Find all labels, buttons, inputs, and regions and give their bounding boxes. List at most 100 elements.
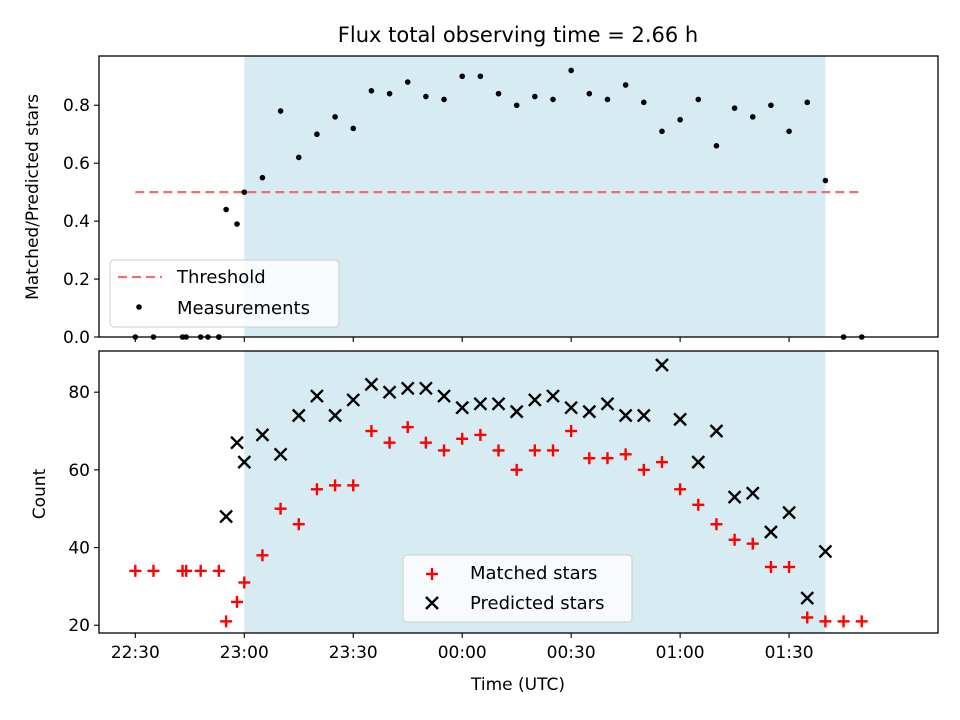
- matched-star-point: [855, 615, 868, 628]
- predicted-star-point: [800, 591, 815, 605]
- measurement-point: [441, 96, 447, 103]
- predicted-star-stroke-b: [219, 509, 233, 524]
- matched-star-point: [180, 564, 193, 577]
- matched-star-point: [692, 498, 705, 511]
- y-tick-label: 0.8: [63, 96, 90, 116]
- matched-star-point: [401, 421, 414, 434]
- legend-measurements-swatch: [136, 304, 142, 310]
- bottom-legend-box: [402, 554, 633, 623]
- x-tick-label: 00:00: [438, 643, 487, 663]
- top-marks: [132, 67, 865, 340]
- matched-star-point: [238, 576, 251, 589]
- predicted-star-stroke-b: [636, 408, 651, 423]
- bottom-axes-frame: [98, 350, 939, 634]
- predicted-star-stroke-b: [745, 486, 760, 501]
- predicted-star-point: [364, 377, 379, 392]
- x-tick-label: 23:30: [329, 643, 378, 663]
- predicted-star-point: [600, 396, 615, 411]
- shaded-span-rect: [244, 56, 826, 337]
- bottom-x-axis-label: Time (UTC): [470, 675, 565, 695]
- predicted-star-stroke-b: [473, 396, 488, 411]
- predicted-star-stroke-b: [382, 385, 397, 400]
- predicted-star-stroke-b: [255, 428, 270, 442]
- matched-star-point: [601, 452, 614, 465]
- predicted-star-stroke-b: [491, 396, 506, 411]
- legend-matched-swatch: [426, 568, 438, 580]
- legend-threshold-label: Threshold: [176, 267, 266, 288]
- matched-star-point: [274, 502, 287, 515]
- predicted-star-point: [419, 381, 433, 396]
- measurement-point: [277, 108, 284, 114]
- measurement-point: [532, 93, 538, 100]
- measurement-point: [495, 90, 502, 97]
- matched-star-point: [837, 615, 850, 628]
- measurement-point: [822, 177, 829, 184]
- legend-matched-label: Matched stars: [470, 563, 597, 584]
- predicted-star-point: [400, 381, 415, 396]
- legend-predicted-swatch: [425, 596, 439, 610]
- predicted-star-point: [455, 400, 470, 415]
- predicted-star-point: [709, 424, 724, 438]
- predicted-star-point: [230, 435, 244, 450]
- measurement-point: [350, 125, 357, 132]
- matched-star-point: [129, 564, 142, 577]
- predicted-star-stroke-b: [310, 389, 324, 403]
- measurement-point: [731, 105, 738, 111]
- y-tick-label: 20: [68, 616, 90, 636]
- predicted-star-stroke-b: [600, 396, 615, 411]
- bottom-y-ticks: 20 40 60 80: [68, 383, 99, 636]
- predicted-star-point: [636, 408, 651, 423]
- predicted-star-point: [382, 385, 397, 400]
- measurement-point: [749, 114, 756, 120]
- predicted-star-point: [745, 486, 760, 501]
- y-tick-label: 0.0: [63, 328, 90, 348]
- matched-star-point: [565, 425, 578, 438]
- measurement-point: [404, 79, 411, 85]
- measurement-point: [295, 154, 302, 161]
- predicted-star-stroke-b: [455, 400, 470, 415]
- matched-star-point: [329, 479, 342, 492]
- predicted-star-point: [673, 412, 687, 427]
- matched-star-point: [674, 483, 687, 496]
- y-tick-label: 0.2: [63, 270, 90, 290]
- predicted-star-point: [527, 393, 542, 407]
- measurement-point: [368, 87, 375, 94]
- top-shaded-span: [244, 56, 826, 337]
- measurement-point: [386, 90, 393, 97]
- measurement-point: [314, 131, 320, 138]
- top-panel: 0.00.20.40.60.8 Matched/Predicted stars …: [23, 55, 939, 348]
- measurement-point: [332, 114, 338, 120]
- y-tick-label: 80: [68, 383, 90, 403]
- matched-star-point: [655, 456, 668, 469]
- bottom-marks: [129, 358, 868, 628]
- matched-star-point: [583, 452, 596, 465]
- measurement-point: [677, 116, 683, 123]
- measurement-point: [259, 174, 266, 181]
- predicted-star-point: [509, 404, 524, 419]
- matched-star-point: [728, 533, 741, 546]
- measurement-point: [622, 82, 629, 88]
- measurement-point: [459, 73, 466, 80]
- top-x-ticks: [134, 337, 790, 342]
- predicted-star-stroke-b: [655, 358, 669, 372]
- measurement-point: [568, 67, 574, 74]
- predicted-star-point: [291, 408, 306, 423]
- matched-star-point: [474, 428, 487, 441]
- measurement-point: [659, 128, 665, 135]
- y-tick-label: 60: [68, 461, 90, 481]
- matched-star-point: [710, 518, 723, 531]
- measurement-point: [786, 128, 792, 135]
- legend-measurements-label: Measurements: [177, 298, 310, 319]
- matched-star-point: [746, 537, 759, 550]
- predicted-star-stroke-b: [364, 377, 379, 392]
- predicted-star-stroke-b: [673, 412, 687, 427]
- predicted-star-point: [310, 389, 324, 403]
- matched-star-point: [256, 549, 269, 562]
- matched-star-point: [764, 560, 777, 573]
- predicted-star-point: [255, 428, 270, 442]
- matched-star-point: [619, 448, 632, 461]
- top-y-axis-label: Matched/Predicted stars: [23, 94, 43, 300]
- predicted-star-stroke-b: [346, 393, 361, 407]
- predicted-star-stroke-b: [237, 455, 252, 469]
